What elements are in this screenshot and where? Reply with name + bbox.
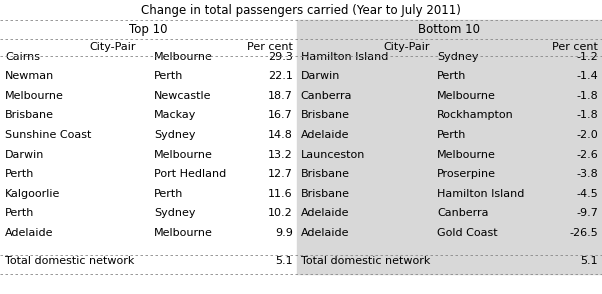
Text: Brisbane: Brisbane [301,189,350,199]
Text: Adelaide: Adelaide [301,228,349,238]
Text: Brisbane: Brisbane [301,111,350,121]
Text: Newcastle: Newcastle [154,91,212,101]
Text: 13.2: 13.2 [268,150,293,160]
Text: -1.8: -1.8 [576,111,598,121]
Text: Adelaide: Adelaide [301,130,349,140]
Text: Adelaide: Adelaide [5,228,54,238]
Text: 22.1: 22.1 [268,71,293,81]
Text: Canberra: Canberra [437,208,489,218]
Text: 14.8: 14.8 [268,130,293,140]
Text: Total domestic network: Total domestic network [301,256,430,266]
Text: 5.1: 5.1 [580,256,598,266]
Text: -1.8: -1.8 [576,91,598,101]
Text: Brisbane: Brisbane [5,111,54,121]
Text: Per cent: Per cent [247,42,293,52]
Bar [297,19,602,274]
Text: Sydney: Sydney [437,52,479,62]
Text: Melbourne: Melbourne [5,91,64,101]
Text: Perth: Perth [5,208,34,218]
Text: 5.1: 5.1 [275,256,293,266]
Text: 10.2: 10.2 [268,208,293,218]
Text: 12.7: 12.7 [268,169,293,179]
Text: Change in total passengers carried (Year to July 2011): Change in total passengers carried (Year… [141,4,461,17]
Text: Mackay: Mackay [154,111,197,121]
Text: Darwin: Darwin [301,71,340,81]
Text: 9.9: 9.9 [275,228,293,238]
Text: Sydney: Sydney [154,208,196,218]
Text: Sunshine Coast: Sunshine Coast [5,130,92,140]
Text: -3.8: -3.8 [576,169,598,179]
Text: -1.2: -1.2 [576,52,598,62]
Text: Adelaide: Adelaide [301,208,349,218]
Text: Perth: Perth [5,169,34,179]
Text: Melbourne: Melbourne [437,150,496,160]
Text: -4.5: -4.5 [576,189,598,199]
Text: City-Pair: City-Pair [383,42,430,52]
Text: City-Pair: City-Pair [90,42,136,52]
Text: Hamilton Island: Hamilton Island [437,189,524,199]
Text: Melbourne: Melbourne [154,52,213,62]
Text: Port Hedland: Port Hedland [154,169,226,179]
Text: Melbourne: Melbourne [154,228,213,238]
Text: -26.5: -26.5 [569,228,598,238]
Text: Hamilton Island: Hamilton Island [301,52,388,62]
Text: 11.6: 11.6 [268,189,293,199]
Text: Gold Coast: Gold Coast [437,228,498,238]
Text: Perth: Perth [437,130,467,140]
Text: -2.6: -2.6 [576,150,598,160]
Text: -9.7: -9.7 [576,208,598,218]
Text: 29.3: 29.3 [268,52,293,62]
Text: Per cent: Per cent [552,42,598,52]
Text: Brisbane: Brisbane [301,169,350,179]
Text: Cairns: Cairns [5,52,40,62]
Text: Canberra: Canberra [301,91,352,101]
Text: -1.4: -1.4 [576,71,598,81]
Text: Launceston: Launceston [301,150,365,160]
Text: Melbourne: Melbourne [154,150,213,160]
Text: Newman: Newman [5,71,54,81]
Text: Total domestic network: Total domestic network [5,256,134,266]
Text: Darwin: Darwin [5,150,45,160]
Text: Perth: Perth [154,189,184,199]
Text: Rockhampton: Rockhampton [437,111,514,121]
Text: Sydney: Sydney [154,130,196,140]
Text: -2.0: -2.0 [576,130,598,140]
Text: 18.7: 18.7 [268,91,293,101]
Text: Proserpine: Proserpine [437,169,496,179]
Text: Perth: Perth [437,71,467,81]
Text: Perth: Perth [154,71,184,81]
Text: Bottom 10: Bottom 10 [418,23,480,36]
Text: 16.7: 16.7 [268,111,293,121]
Text: Melbourne: Melbourne [437,91,496,101]
Text: Kalgoorlie: Kalgoorlie [5,189,60,199]
Text: Top 10: Top 10 [129,23,167,36]
